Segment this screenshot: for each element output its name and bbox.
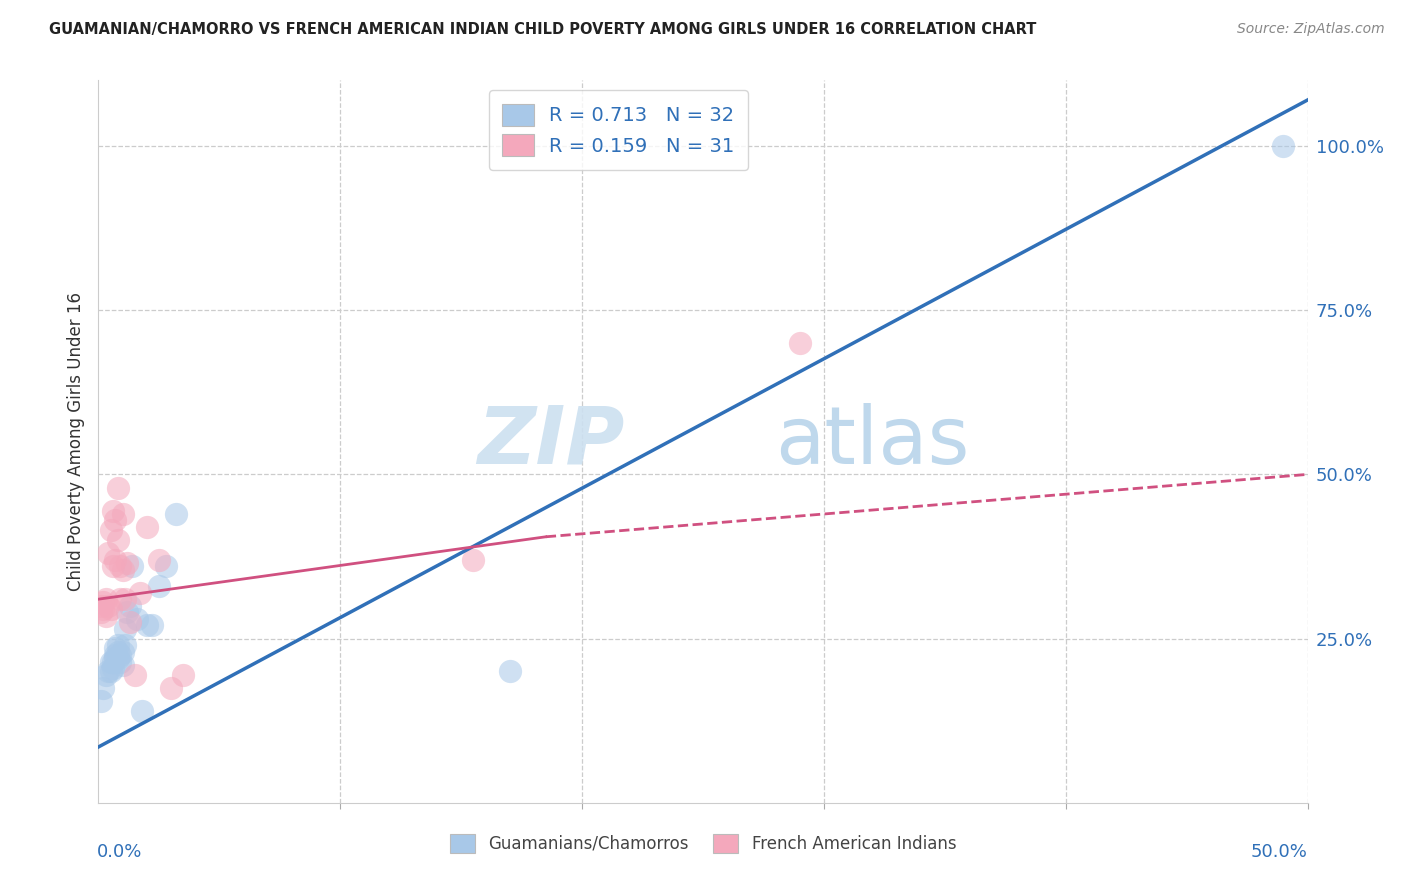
Point (165, 507, 187, 521)
Point (131, 704, 153, 718)
Point (155, 559, 177, 574)
Text: atlas: atlas (776, 402, 970, 481)
Point (104, 553, 127, 567)
Point (108, 648, 131, 662)
Point (1272, 139, 1295, 153)
Point (97, 665, 120, 679)
Point (108, 655, 131, 669)
Text: Source: ZipAtlas.com: Source: ZipAtlas.com (1237, 22, 1385, 37)
Point (94, 608, 117, 623)
Point (117, 556, 139, 570)
Point (148, 579, 170, 593)
Point (160, 681, 183, 695)
Point (117, 605, 139, 619)
Point (128, 585, 150, 599)
Point (94, 667, 117, 681)
Point (101, 655, 124, 669)
Point (111, 507, 134, 521)
Point (100, 523, 122, 537)
Point (172, 667, 194, 681)
Point (121, 559, 143, 574)
Point (100, 665, 122, 679)
Point (127, 612, 149, 626)
Point (107, 533, 129, 547)
Point (463, 553, 485, 567)
Point (104, 513, 127, 527)
Point (100, 655, 122, 669)
Point (135, 520, 157, 534)
Point (104, 641, 127, 656)
Point (91, 681, 114, 695)
Point (789, 336, 811, 351)
Point (111, 563, 134, 577)
Text: ZIP: ZIP (477, 402, 624, 481)
Point (100, 602, 122, 616)
Point (141, 618, 163, 632)
Point (107, 651, 129, 665)
Text: GUAMANIAN/CHAMORRO VS FRENCH AMERICAN INDIAN CHILD POVERTY AMONG GIRLS UNDER 16 : GUAMANIAN/CHAMORRO VS FRENCH AMERICAN IN… (49, 22, 1036, 37)
Y-axis label: Child Poverty Among Girls Under 16: Child Poverty Among Girls Under 16 (66, 292, 84, 591)
Point (97, 599, 120, 613)
Point (114, 622, 136, 636)
Point (90, 694, 112, 708)
Point (118, 599, 141, 613)
Point (94, 592, 117, 607)
Point (107, 638, 129, 652)
Point (135, 618, 157, 632)
Point (118, 615, 141, 630)
Point (101, 661, 124, 675)
Point (124, 667, 146, 681)
Point (101, 559, 124, 574)
Point (91, 595, 114, 609)
Text: 0.0%: 0.0% (97, 843, 142, 861)
Point (111, 645, 134, 659)
Point (91, 602, 114, 616)
Point (107, 481, 129, 495)
Point (114, 638, 136, 652)
Point (108, 592, 131, 607)
Point (90, 599, 112, 613)
Point (108, 559, 131, 574)
Point (90, 605, 112, 619)
Point (148, 553, 170, 567)
Point (114, 592, 136, 607)
Text: 50.0%: 50.0% (1251, 843, 1308, 861)
Point (104, 648, 127, 662)
Point (111, 657, 134, 672)
Point (107, 645, 129, 659)
Point (101, 503, 124, 517)
Point (97, 546, 120, 560)
Legend: Guamanians/Chamorros, French American Indians: Guamanians/Chamorros, French American In… (443, 827, 963, 860)
Point (104, 651, 127, 665)
Point (498, 665, 520, 679)
